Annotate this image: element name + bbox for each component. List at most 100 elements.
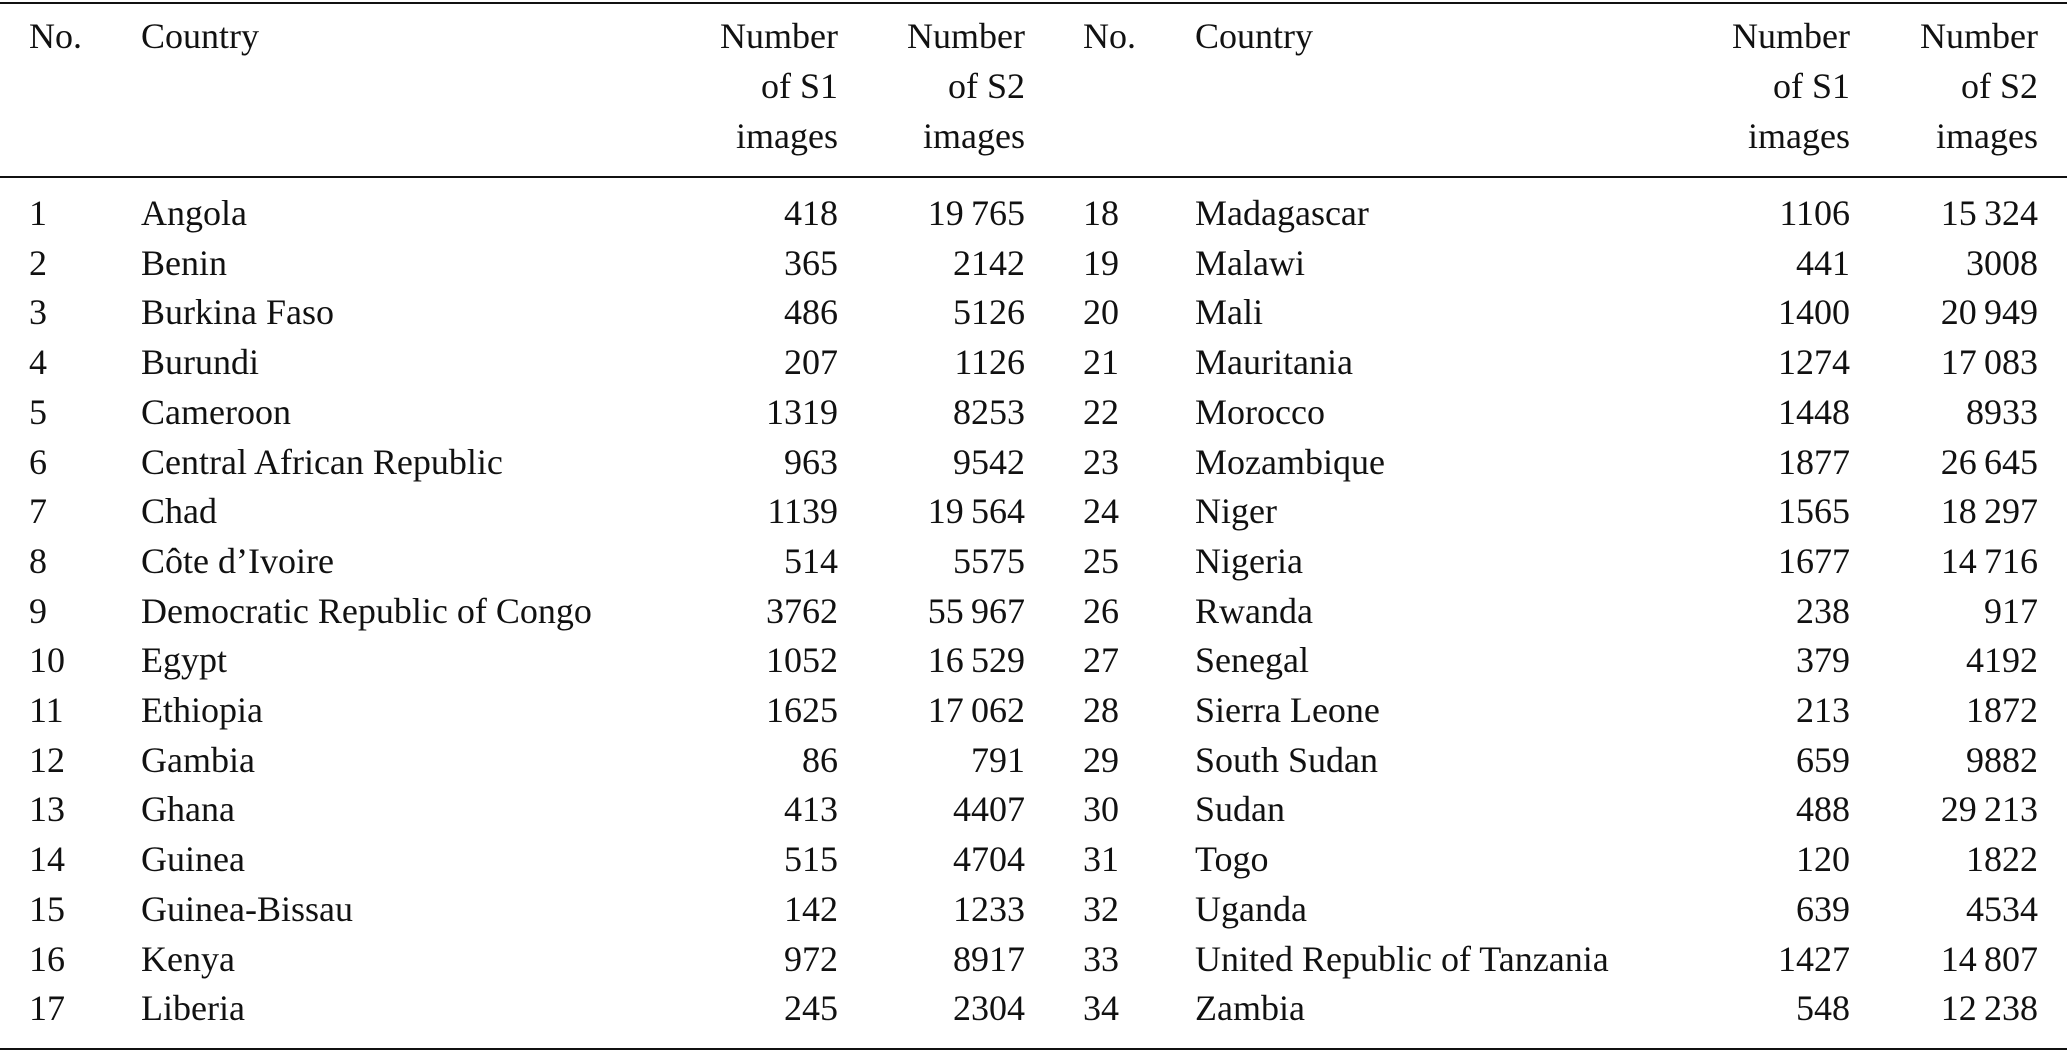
table-cell: Sudan (1195, 789, 1285, 830)
table-cell: 29 (1083, 739, 1119, 780)
table-cell: 488 (1796, 789, 1850, 830)
table-cell: 2142 (953, 242, 1025, 283)
table-cell: Nigeria (1195, 540, 1303, 581)
table-cell: 22 (1083, 391, 1119, 432)
table-cell: 14 807 (1940, 938, 2038, 979)
table-cell: 5 (29, 391, 47, 432)
table-cell: 7 (29, 491, 47, 532)
table-cell: 1274 (1778, 342, 1850, 383)
table-cell: 4 (29, 342, 47, 383)
table-cell: 379 (1796, 640, 1850, 681)
header-cell: of S2 (947, 66, 1025, 106)
table-cell: Egypt (141, 640, 227, 681)
table-cell: 659 (1796, 739, 1850, 780)
table-cell: 12 (29, 739, 65, 780)
table-cell: 55 967 (927, 590, 1025, 631)
table-cell: Chad (141, 491, 217, 532)
top-rule (0, 2, 2067, 4)
table-cell: Niger (1195, 491, 1277, 532)
table-cell: Ethiopia (141, 690, 263, 730)
table-cell: Uganda (1195, 888, 1307, 929)
table-cell: 441 (1796, 242, 1850, 283)
table-cell: 3 (29, 292, 47, 333)
table-cell: 120 (1796, 839, 1850, 880)
table-cell: 515 (784, 839, 838, 880)
header-cell: No. (29, 16, 82, 56)
table-cell: 8917 (953, 938, 1025, 979)
table-cell: 20 949 (1940, 292, 2038, 333)
table-cell: 24 (1083, 491, 1119, 532)
table-cell: Zambia (1195, 988, 1305, 1029)
table-cell: 9542 (953, 441, 1025, 482)
table-cell: Cameroon (141, 391, 291, 432)
table-cell: Ghana (141, 789, 235, 830)
table-cell: 213 (1796, 690, 1850, 730)
table-cell: 14 (29, 839, 65, 880)
table-cell: 23 (1083, 441, 1119, 482)
table-cell: 486 (784, 292, 838, 333)
table-cell: Democratic Republic of Congo (141, 590, 592, 631)
table-cell: 13 (29, 789, 65, 830)
table-cell: 17 (29, 988, 65, 1029)
header-cell: Country (1195, 16, 1314, 56)
table-cell: 1052 (766, 640, 838, 681)
table-cell: Burundi (141, 342, 260, 383)
table-cell: 26 (1083, 590, 1119, 631)
table-cell: 2304 (953, 988, 1025, 1029)
table-cell: 26 645 (1940, 441, 2038, 482)
table-cell: 12 238 (1940, 988, 2038, 1029)
table-cell: 3008 (1966, 242, 2038, 283)
table-cell: Mali (1195, 292, 1263, 333)
table-cell: 27 (1083, 640, 1119, 681)
table-cell: Malawi (1195, 242, 1305, 283)
table-cell: 16 529 (927, 640, 1025, 681)
header-cell: Country (141, 16, 260, 56)
header-cell: No. (1083, 16, 1136, 56)
table-cell: 17 083 (1940, 342, 2038, 383)
table-cell: 28 (1083, 690, 1119, 730)
header-cell: of S1 (1772, 66, 1850, 106)
table-cell: 1822 (1966, 839, 2038, 880)
bottom-rule (0, 1048, 2067, 1050)
table-cell: 917 (1984, 590, 2038, 631)
table-cell: Rwanda (1195, 590, 1313, 631)
table-cell: South Sudan (1195, 739, 1379, 780)
table-cell: 1319 (766, 391, 838, 432)
table-cell: 1106 (1779, 193, 1850, 233)
table-cell: 18 (1083, 193, 1119, 233)
table-cell: 418 (784, 193, 838, 233)
table-cell: Benin (141, 242, 227, 283)
table-cell: Mozambique (1195, 441, 1385, 482)
table-cell: 963 (784, 441, 838, 482)
table-cell: 207 (784, 342, 838, 383)
table-cell: 19 (1083, 242, 1119, 283)
table-cell: 1400 (1778, 292, 1850, 333)
header-cell: Number (1920, 16, 2038, 56)
header-cell: of S2 (1960, 66, 2038, 106)
header-cell: Number (1732, 16, 1850, 56)
table-cell: 4704 (953, 839, 1025, 880)
table-cell: 20 (1083, 292, 1119, 333)
table-cell: Mauritania (1195, 342, 1353, 383)
table-cell: Morocco (1195, 391, 1325, 432)
header-cell: Number (720, 16, 838, 56)
table-cell: United Republic of Tanzania (1195, 938, 1609, 979)
table-cell: 1427 (1778, 938, 1850, 979)
table-cell: 413 (784, 789, 838, 830)
header-cell: images (1748, 116, 1850, 156)
table-cell: Central African Republic (141, 441, 503, 482)
table-cell: 19 765 (927, 193, 1025, 233)
table-cell: 548 (1796, 988, 1850, 1029)
table-cell: 9882 (1966, 739, 2038, 780)
table-cell: 1565 (1778, 491, 1850, 532)
table-cell: 2 (29, 242, 47, 283)
table-cell: 4534 (1966, 888, 2038, 929)
table-cell: 25 (1083, 540, 1119, 581)
table-cell: Senegal (1195, 640, 1309, 681)
table-cell: 18 297 (1940, 491, 2038, 532)
table-cell: 5126 (953, 292, 1025, 333)
table-cell: 1448 (1778, 391, 1850, 432)
table-cell: 34 (1083, 988, 1119, 1029)
table-cell: 15 (29, 888, 65, 929)
